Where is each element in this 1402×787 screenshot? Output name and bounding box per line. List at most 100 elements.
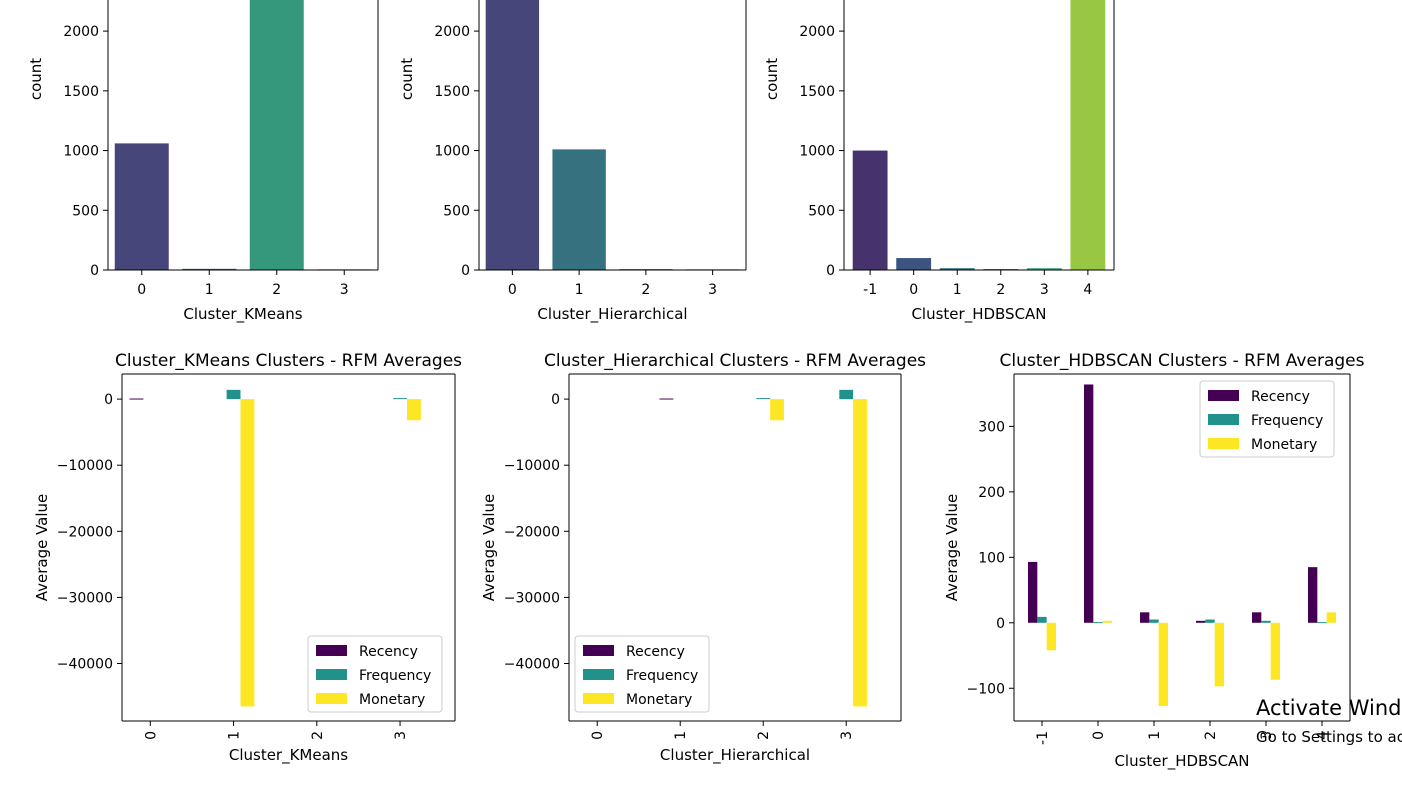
legend-label-monetary: Monetary xyxy=(359,692,425,708)
y-tick-label: −30000 xyxy=(504,590,560,606)
legend-label-monetary: Monetary xyxy=(626,692,692,708)
bar-frequency-1 xyxy=(226,389,241,400)
x-tick-label: 2 xyxy=(1203,731,1219,740)
x-tick-label: 0 xyxy=(508,282,517,298)
bar-frequency-4 xyxy=(1317,622,1327,624)
y-axis-label: Average Value xyxy=(943,494,961,602)
bar-monetary-1 xyxy=(1158,622,1168,706)
y-tick-label: −30000 xyxy=(57,590,113,606)
bar-recency-0 xyxy=(129,398,144,400)
watermark-line-1: Activate Windows xyxy=(1256,696,1402,720)
x-tick-label: -1 xyxy=(1035,731,1051,745)
chart-title: Cluster_Hierarchical Clusters - RFM Aver… xyxy=(544,351,926,371)
y-tick-label: 0 xyxy=(826,263,835,279)
bar-frequency--1 xyxy=(1037,616,1047,623)
y-tick-label: −10000 xyxy=(504,458,560,474)
chart-panel-1: 0 500 1000 1500 2000 0 1 2 3 Cluster_KMeans count xyxy=(27,0,379,324)
x-tick-label: 2 xyxy=(641,282,650,298)
bar-0 xyxy=(896,258,932,270)
bar-3 xyxy=(1026,268,1062,270)
bar-recency-4 xyxy=(1308,567,1318,623)
x-tick-label: 0 xyxy=(143,731,159,740)
y-tick-label: 1500 xyxy=(799,84,835,100)
y-axis-label: count xyxy=(763,58,781,100)
x-tick-label: 4 xyxy=(1315,731,1331,740)
y-tick-label: −20000 xyxy=(504,524,560,540)
legend-label-frequency: Frequency xyxy=(1251,413,1323,429)
bar-recency-3 xyxy=(1252,612,1262,623)
x-tick-label: 3 xyxy=(1040,282,1049,298)
y-tick-label: −40000 xyxy=(57,656,113,672)
legend-swatch-recency xyxy=(583,645,614,656)
y-axis-label: Average Value xyxy=(33,494,51,602)
legend-label-recency: Recency xyxy=(626,644,685,660)
y-tick-label: 500 xyxy=(808,203,835,219)
chart-panel-2: 0 500 1000 1500 2000 0 1 2 3 Cluster_Hierarchical… xyxy=(398,0,747,324)
chart-panel-4: 0 −10000 −20000 −30000 −40000 0 1 2 3 Cluster_KMe… xyxy=(33,351,462,765)
bar-2 xyxy=(249,0,304,271)
bar-frequency-0 xyxy=(1093,622,1103,624)
bar-recency-2 xyxy=(1196,620,1206,623)
y-tick-label: 0 xyxy=(104,392,113,408)
bar-frequency-2 xyxy=(1205,619,1215,623)
legend-label-recency: Recency xyxy=(359,644,418,660)
x-tick-label: 3 xyxy=(839,731,855,740)
y-tick-label: 300 xyxy=(978,419,1005,435)
x-axis-label: Cluster_HDBSCAN xyxy=(1114,752,1249,771)
y-tick-label: 0 xyxy=(461,263,470,279)
legend: Recency Frequency Monetary xyxy=(1199,380,1335,458)
x-tick-label: 1 xyxy=(575,282,584,298)
y-tick-label: 100 xyxy=(978,550,1005,566)
x-tick-label: 0 xyxy=(1091,731,1107,740)
y-tick-label: 1000 xyxy=(63,144,99,160)
y-axis-label: Average Value xyxy=(480,494,498,602)
bar-monetary--1 xyxy=(1046,622,1056,651)
x-tick-label: 1 xyxy=(1147,731,1163,740)
x-tick-label: 1 xyxy=(953,282,962,298)
x-tick-label: 4 xyxy=(1083,282,1092,298)
bar-monetary-3 xyxy=(1270,622,1280,680)
y-tick-label: −20000 xyxy=(57,524,113,540)
x-tick-label: 1 xyxy=(205,282,214,298)
x-tick-label: 1 xyxy=(673,731,689,740)
bar-recency-1 xyxy=(1140,612,1150,623)
x-tick-label: 0 xyxy=(590,731,606,740)
bar--1 xyxy=(852,150,888,270)
y-tick-label: −10000 xyxy=(57,458,113,474)
x-tick-label: 3 xyxy=(340,282,349,298)
y-tick-label: 1000 xyxy=(434,144,470,160)
y-tick-label: 1000 xyxy=(799,144,835,160)
legend-swatch-frequency xyxy=(1208,414,1239,425)
bar-1 xyxy=(552,149,606,270)
y-tick-label: 0 xyxy=(551,392,560,408)
bar-1 xyxy=(182,268,237,270)
y-tick-label: 2000 xyxy=(434,24,470,40)
legend-label-frequency: Frequency xyxy=(626,668,698,684)
legend-swatch-frequency xyxy=(316,669,347,680)
legend: Recency Frequency Monetary xyxy=(574,635,710,713)
x-tick-label: 0 xyxy=(137,282,146,298)
legend-label-recency: Recency xyxy=(1251,389,1310,405)
y-axis-label: count xyxy=(398,58,416,100)
bar-monetary-2 xyxy=(770,399,784,421)
x-tick-label: -1 xyxy=(863,282,877,298)
legend-swatch-monetary xyxy=(316,693,347,704)
chart-panel-3: 0 500 1000 1500 2000 -1 0 1 2 3 4 Cluster_HDBSCAN co… xyxy=(763,0,1115,324)
bar-frequency-3 xyxy=(393,398,407,400)
chart-title: Cluster_HDBSCAN Clusters - RFM Averages xyxy=(1000,351,1365,371)
bar-monetary-3 xyxy=(853,399,867,707)
windows-activation-watermark: Activate Windows Go to Settings to activ… xyxy=(1256,696,1402,746)
x-tick-label: 0 xyxy=(909,282,918,298)
bar-1 xyxy=(939,268,975,270)
bar-0 xyxy=(485,0,540,271)
bar-monetary-1 xyxy=(240,399,255,707)
legend: Recency Frequency Monetary xyxy=(307,635,443,713)
chart-title: Cluster_KMeans Clusters - RFM Averages xyxy=(115,351,462,371)
x-tick-label: 2 xyxy=(756,731,772,740)
x-tick-label: 2 xyxy=(996,282,1005,298)
legend-label-monetary: Monetary xyxy=(1251,437,1317,453)
bar-monetary-4 xyxy=(1326,612,1336,623)
x-tick-label: 1 xyxy=(227,731,243,740)
